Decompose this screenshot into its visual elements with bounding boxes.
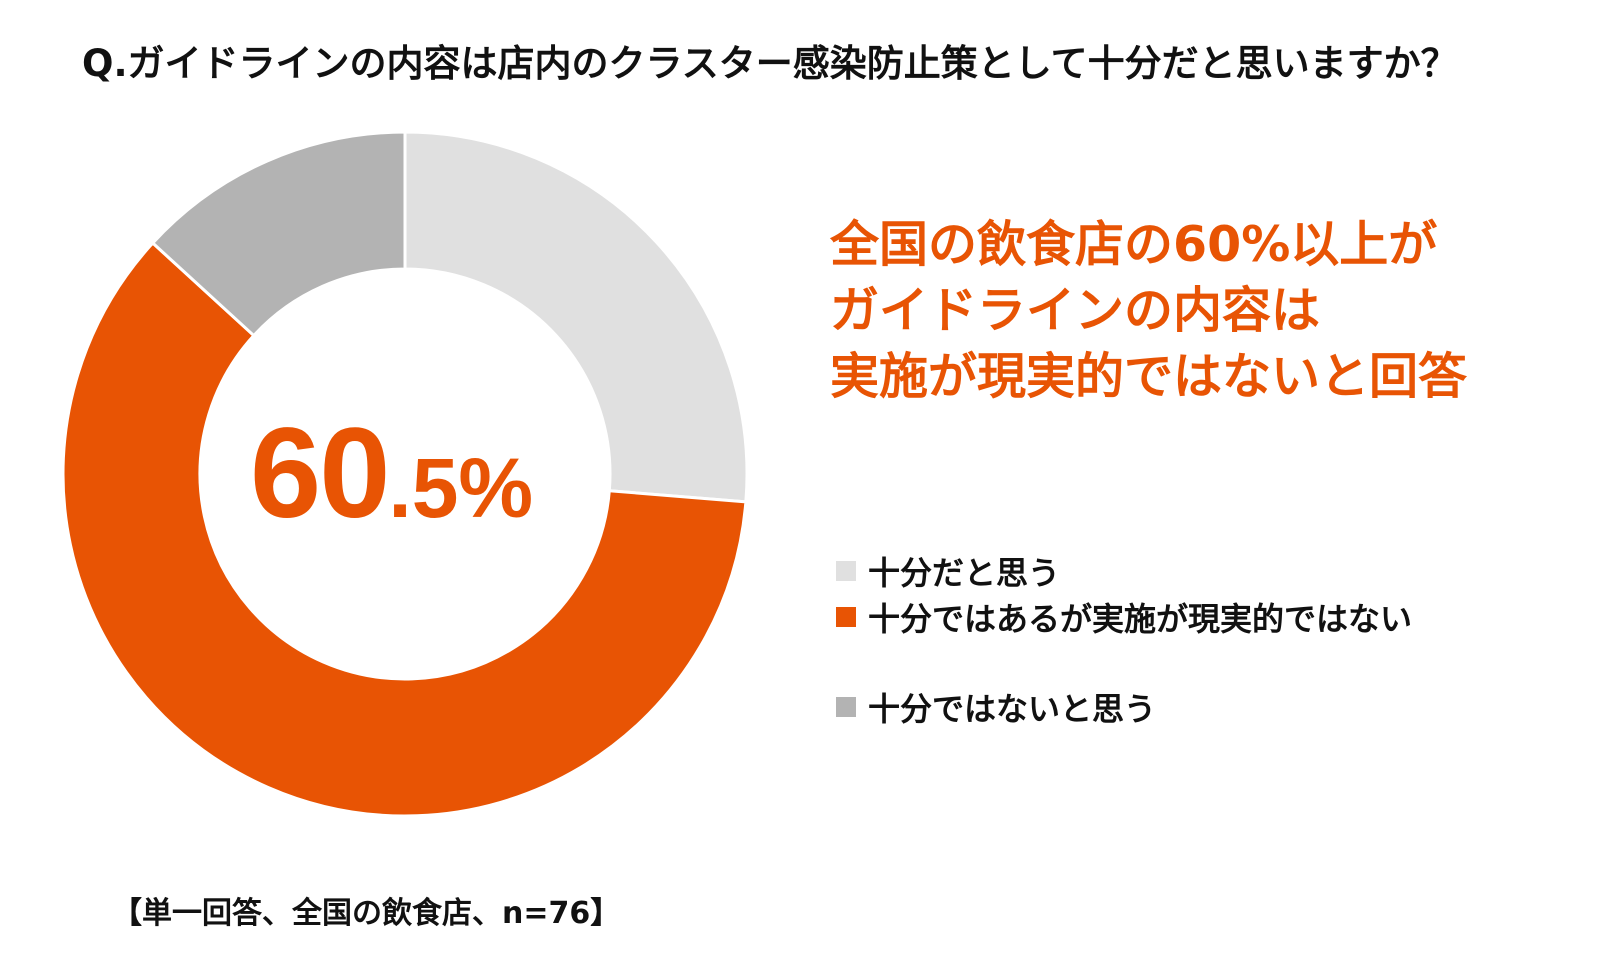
legend-swatch bbox=[836, 561, 856, 581]
donut-slice bbox=[61, 240, 748, 818]
donut-slice bbox=[150, 130, 407, 338]
headline: 全国の飲食店の60%以上が ガイドラインの内容は 実施が現実的ではないと回答 bbox=[830, 212, 1600, 410]
legend-swatch bbox=[836, 697, 856, 717]
center-percentage-number: 60 bbox=[250, 402, 390, 545]
footnote: 【単一回答、全国の飲食店、n=76】 bbox=[112, 896, 621, 931]
legend-item-insufficient: 十分ではないと思う bbox=[836, 684, 1156, 730]
legend-label: 十分ではないと思う bbox=[868, 690, 1157, 728]
center-percentage-decimal: .5% bbox=[388, 441, 534, 535]
legend-label: 十分ではあるが実施が現実的ではない bbox=[868, 600, 1413, 638]
headline-line-1: 全国の飲食店の60%以上が bbox=[830, 216, 1438, 273]
legend-swatch bbox=[836, 607, 856, 627]
center-percentage: 60.5% bbox=[250, 400, 533, 547]
legend-item-sufficient: 十分だと思う bbox=[836, 548, 1060, 594]
legend-label: 十分だと思う bbox=[868, 554, 1061, 592]
question-title: Q.ガイドラインの内容は店内のクラスター感染防止策として十分だと思いますか？ bbox=[82, 42, 1458, 85]
headline-line-2: ガイドラインの内容は bbox=[830, 282, 1321, 339]
legend-item-impractical: 十分ではあるが実施が現実的ではない bbox=[836, 594, 1412, 640]
donut-slice bbox=[403, 130, 749, 504]
headline-line-3: 実施が現実的ではないと回答 bbox=[830, 348, 1468, 405]
